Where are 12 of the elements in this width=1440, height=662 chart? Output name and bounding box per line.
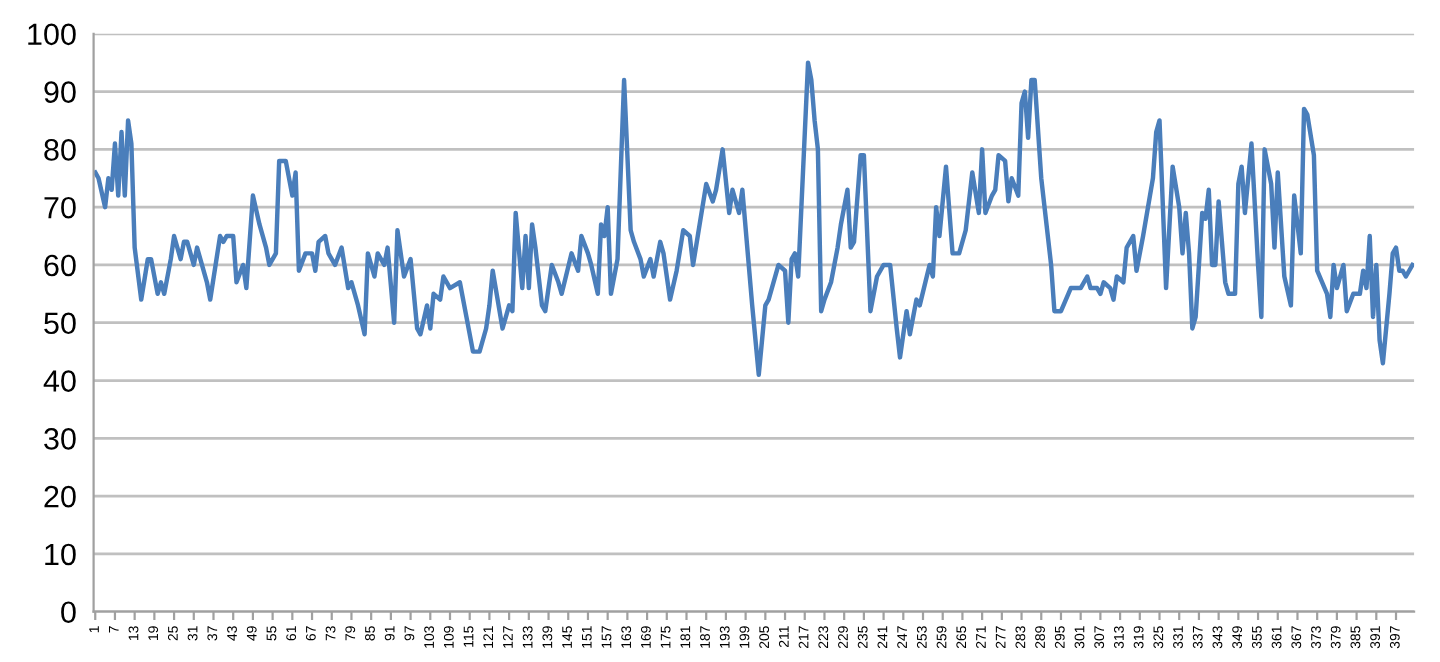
line-series [93, 60, 1415, 377]
y-tick-label: 90 [44, 81, 76, 103]
y-tick-label: 50 [44, 312, 76, 335]
y-tick-label: 80 [44, 139, 76, 161]
y-tick-label: 0 [61, 601, 76, 624]
y-tick-label: 70 [44, 196, 76, 219]
y-tick-label: 100 [28, 23, 76, 46]
y-tick-label: 10 [45, 543, 76, 566]
y-tick-label: 40 [43, 370, 76, 392]
y-tick-label: 20 [44, 485, 76, 508]
y-tick-label: 60 [44, 254, 76, 277]
y-tick-label: 30 [44, 428, 76, 450]
